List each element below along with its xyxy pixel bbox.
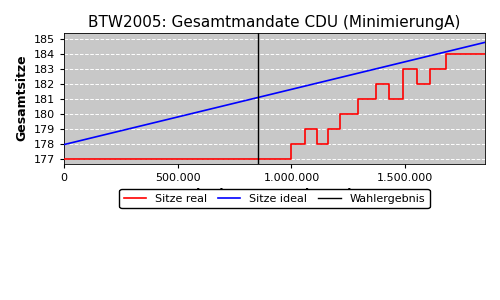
Sitze real [288, 142, 294, 146]
Sitze real [338, 112, 344, 116]
Sitze real [354, 97, 360, 101]
Sitze real [302, 127, 308, 131]
Legend: Sitze real, Sitze ideal, Wahlergebnis: Sitze real, Sitze ideal, Wahlergebnis [120, 189, 430, 208]
Y-axis label: Gesamtsitze: Gesamtsitze [15, 55, 28, 142]
Sitze real [428, 67, 434, 70]
Sitze real [400, 97, 406, 101]
Sitze real [372, 82, 378, 85]
Sitze real [354, 112, 360, 116]
Sitze real [372, 97, 378, 101]
Sitze real [325, 142, 331, 146]
Sitze real [400, 67, 406, 70]
Sitze real [314, 142, 320, 146]
Sitze real [386, 97, 392, 101]
Sitze real [414, 67, 420, 70]
Sitze real [314, 127, 320, 131]
Sitze real [280, 158, 285, 161]
Line: Sitze real: Sitze real [64, 54, 485, 159]
Sitze real [256, 158, 262, 161]
Sitze real [338, 127, 344, 131]
Sitze real [325, 127, 331, 131]
Sitze real [61, 158, 67, 161]
X-axis label: Zweitstimmen CDU in Sachsen: Zweitstimmen CDU in Sachsen [168, 188, 382, 201]
Sitze real [256, 158, 262, 161]
Sitze real [444, 52, 450, 56]
Sitze real [444, 67, 450, 70]
Sitze real [428, 82, 434, 85]
Sitze real [482, 52, 488, 56]
Title: BTW2005: Gesamtmandate CDU (MinimierungA): BTW2005: Gesamtmandate CDU (MinimierungA… [88, 15, 461, 30]
Sitze real [386, 82, 392, 85]
Sitze real [280, 158, 285, 161]
Sitze real [288, 158, 294, 161]
Sitze real [414, 82, 420, 85]
Sitze real [302, 142, 308, 146]
